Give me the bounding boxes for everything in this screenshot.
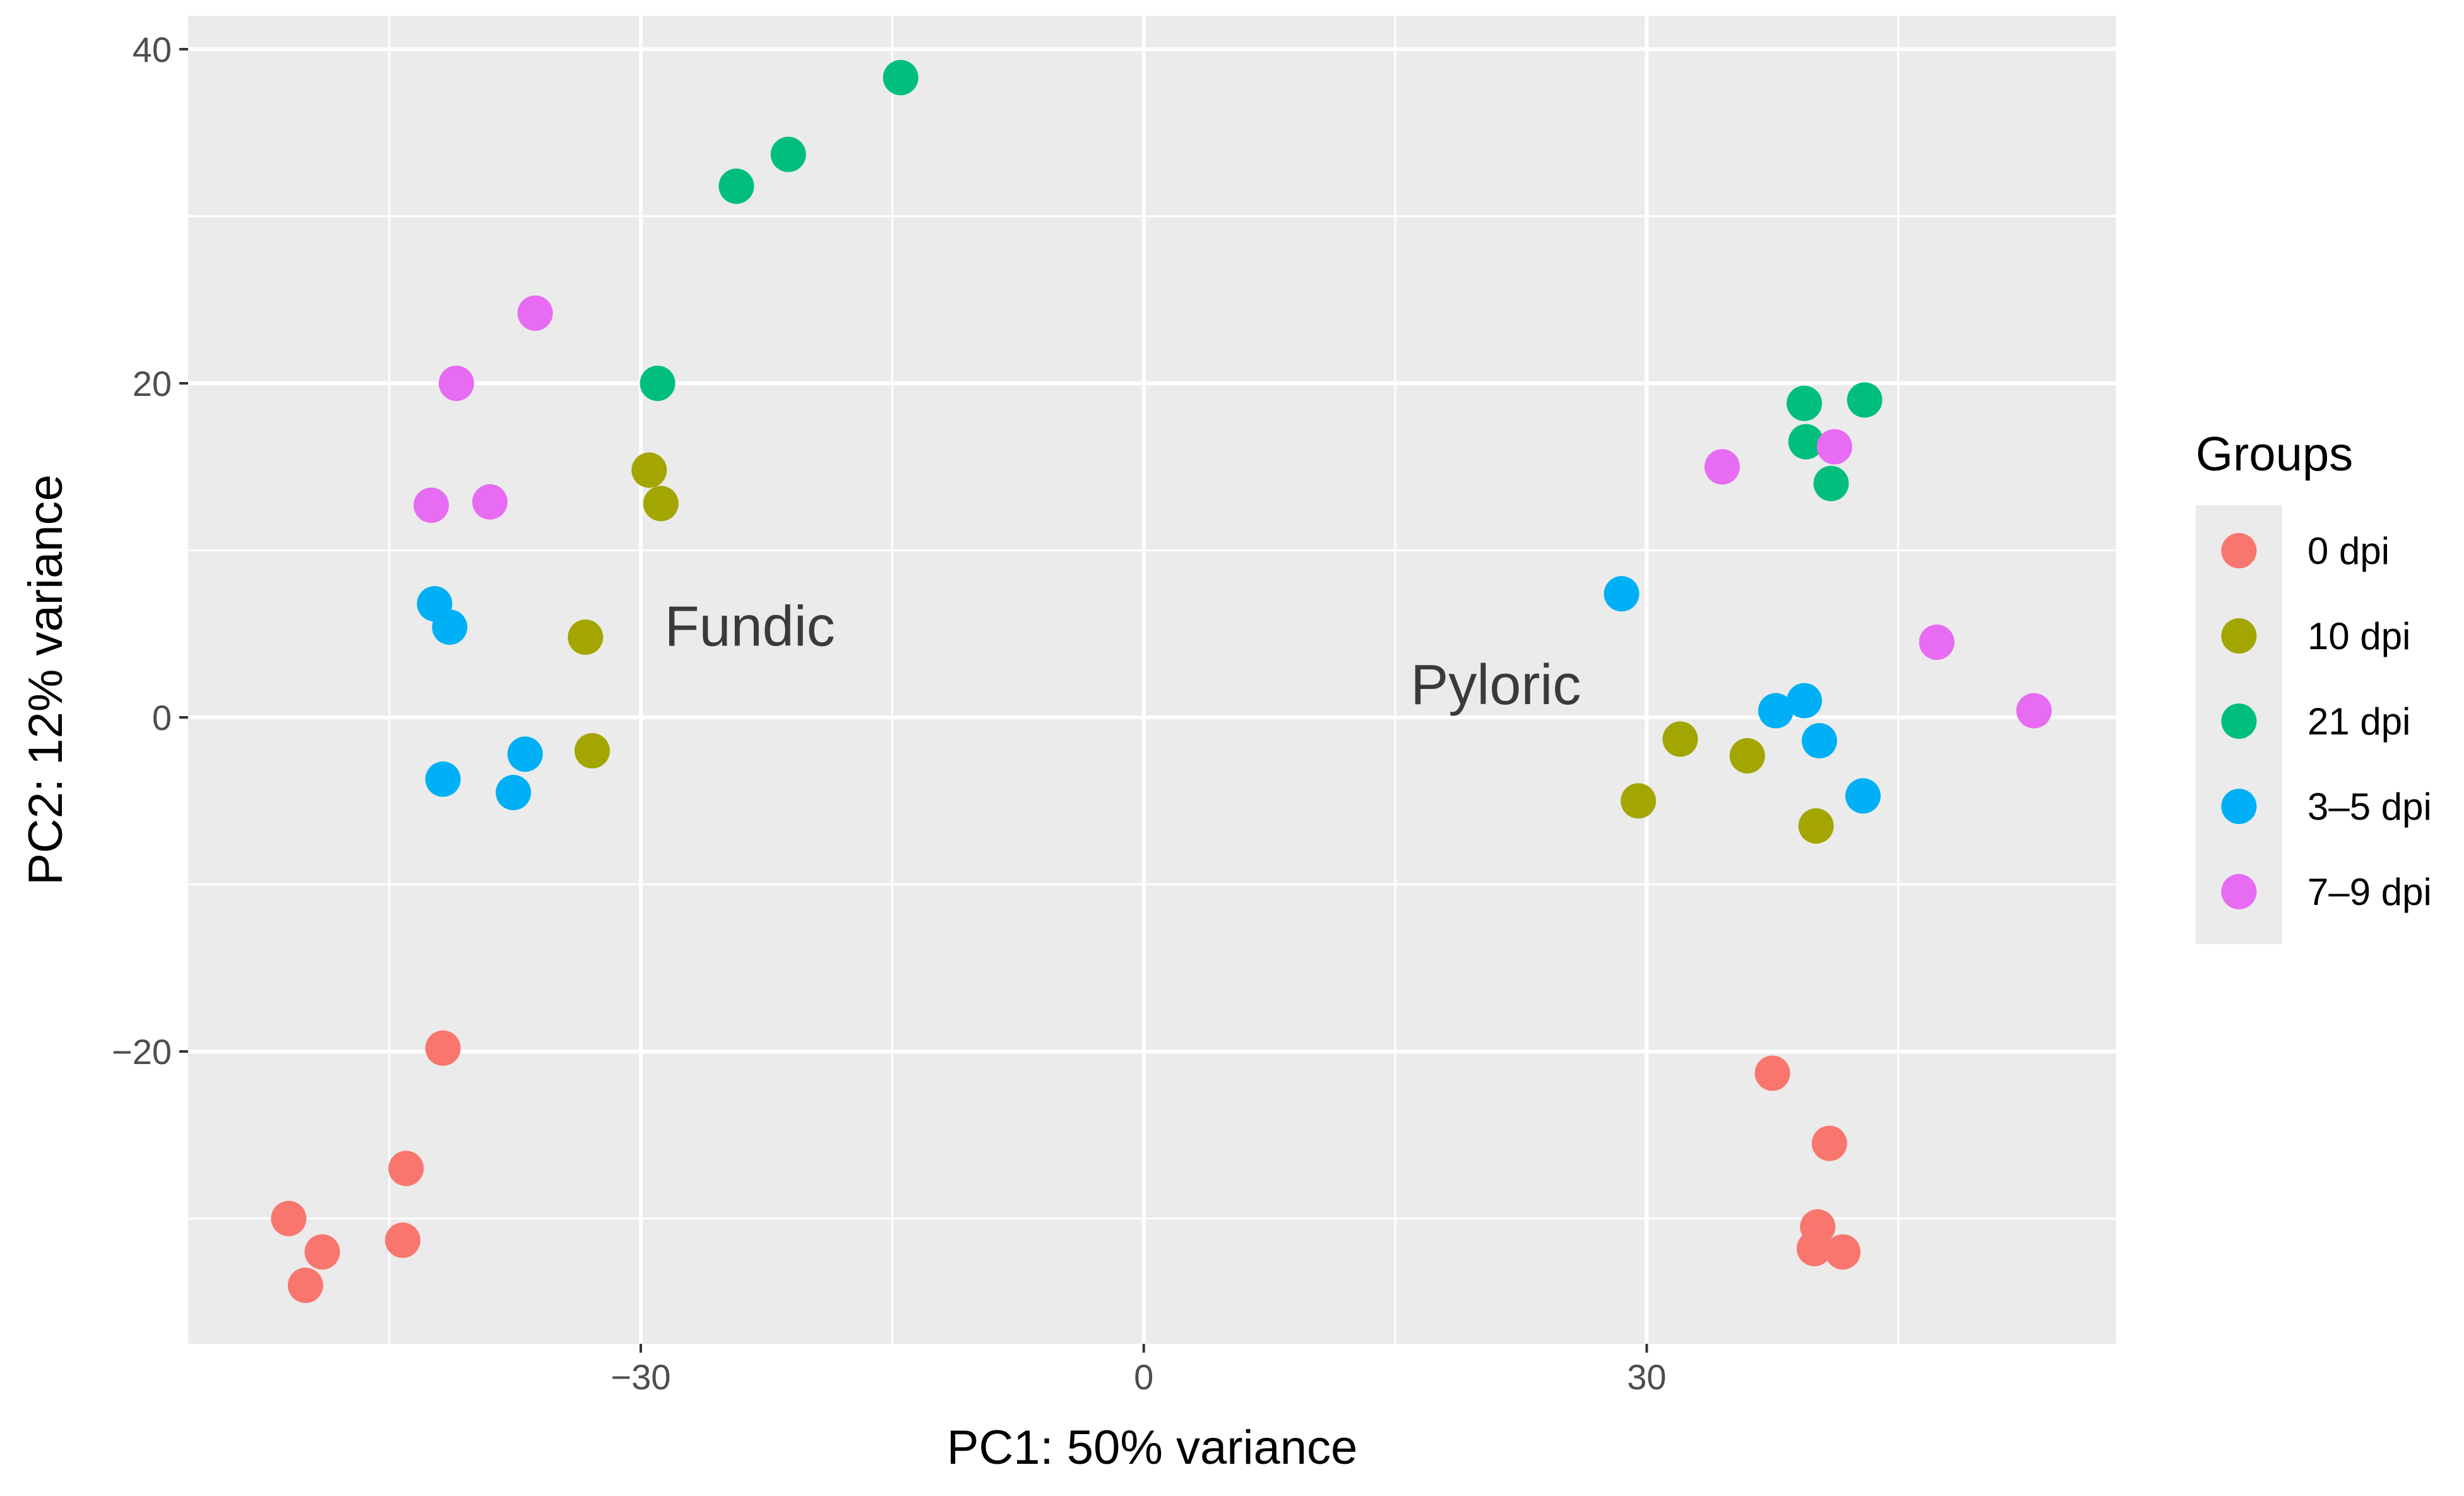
annotations: Fundic Pyloric xyxy=(665,595,1581,717)
data-point xyxy=(507,736,543,772)
data-point xyxy=(883,59,919,95)
data-point xyxy=(384,1222,420,1258)
data-point xyxy=(425,761,461,797)
data-point xyxy=(432,609,468,645)
y-axis-title: PC2: 12% variance xyxy=(19,474,73,885)
data-point xyxy=(718,168,754,204)
legend-label: 7–9 dpi xyxy=(2307,871,2432,913)
data-point xyxy=(438,365,474,401)
data-point xyxy=(1729,738,1765,774)
data-point xyxy=(1919,624,1955,660)
data-point xyxy=(1811,1125,1847,1161)
data-point xyxy=(1813,465,1849,501)
data-point xyxy=(287,1267,323,1303)
legend-key xyxy=(2221,789,2257,824)
y-tick-label: 40 xyxy=(133,30,172,69)
y-tick-label: 0 xyxy=(152,698,172,738)
x-tick-label: 0 xyxy=(1134,1357,1153,1397)
minor-grid xyxy=(188,16,2116,1344)
data-point xyxy=(574,733,610,769)
data-point xyxy=(517,295,553,331)
data-point xyxy=(1847,382,1883,418)
y-tick-label: −20 xyxy=(112,1032,172,1072)
axes: −30 0 30 −20 0 20 40 xyxy=(112,30,1667,1397)
data-point xyxy=(1801,723,1837,759)
data-point xyxy=(770,136,806,172)
data-points xyxy=(271,59,2052,1303)
x-axis-title: PC1: 50% variance xyxy=(947,1421,1358,1475)
data-point xyxy=(1754,1055,1790,1091)
data-point xyxy=(1621,783,1657,819)
data-point xyxy=(1787,683,1823,719)
data-point xyxy=(1798,808,1834,844)
cluster-label: Fundic xyxy=(665,595,835,659)
legend-key xyxy=(2221,703,2257,739)
legend-key xyxy=(2221,874,2257,909)
legend-label: 0 dpi xyxy=(2307,530,2390,572)
data-point xyxy=(631,452,667,488)
data-point xyxy=(496,775,532,811)
data-point xyxy=(1816,429,1852,465)
legend-label: 21 dpi xyxy=(2307,700,2410,743)
data-point xyxy=(640,365,676,401)
data-point xyxy=(425,1030,461,1066)
legend-label: 10 dpi xyxy=(2307,615,2410,657)
legend: Groups 0 dpi 10 dpi 21 dpi 3–5 dpi 7–9 dpi xyxy=(2196,428,2432,944)
data-point xyxy=(643,486,679,522)
data-point xyxy=(1787,385,1823,421)
data-point xyxy=(414,488,449,524)
plot-panel xyxy=(188,16,2116,1344)
data-point xyxy=(388,1151,424,1187)
legend-label: 3–5 dpi xyxy=(2307,786,2432,828)
cluster-label: Pyloric xyxy=(1410,654,1581,717)
data-point xyxy=(1704,449,1740,485)
data-point xyxy=(1825,1234,1861,1270)
data-point xyxy=(2016,693,2052,729)
legend-key xyxy=(2221,533,2257,568)
data-point xyxy=(472,484,508,520)
data-point xyxy=(1845,778,1881,814)
legend-title: Groups xyxy=(2196,428,2353,481)
data-point xyxy=(271,1200,307,1236)
data-point xyxy=(1604,576,1640,612)
y-tick-label: 20 xyxy=(133,364,172,404)
data-point xyxy=(1796,1231,1832,1267)
data-point xyxy=(1662,721,1698,757)
major-grid xyxy=(188,16,2116,1344)
data-point xyxy=(304,1234,340,1270)
data-point xyxy=(1758,693,1794,729)
x-tick-label: 30 xyxy=(1627,1357,1666,1397)
data-point xyxy=(568,619,604,655)
x-tick-label: −30 xyxy=(611,1357,671,1397)
data-point xyxy=(1788,424,1824,460)
legend-key xyxy=(2221,618,2257,654)
